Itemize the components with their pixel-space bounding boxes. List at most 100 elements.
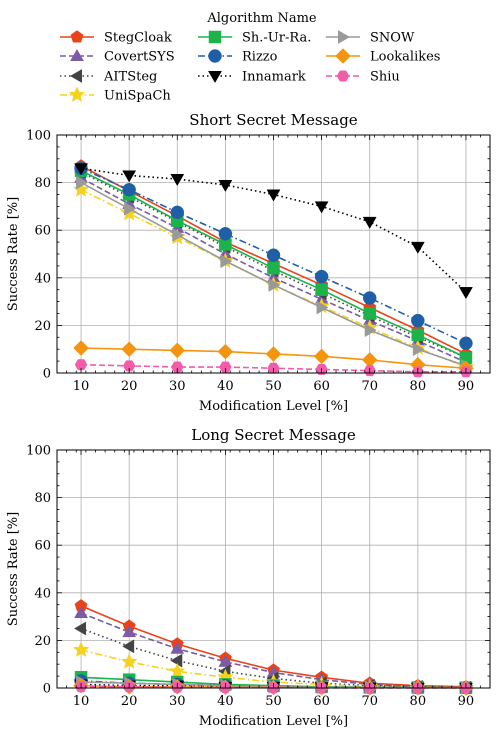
point-snow-10	[76, 175, 89, 190]
x-tick-label: 50	[265, 379, 282, 394]
point-aitsteg-30	[170, 653, 183, 668]
point-lookalikes-40	[217, 343, 234, 360]
y-tick-label: 60	[34, 539, 51, 554]
y-tick-label: 40	[34, 271, 51, 286]
legend-marker-rizzo	[208, 49, 222, 63]
legend-marker-unispach	[68, 86, 86, 102]
point-lookalikes-30	[169, 342, 186, 359]
point-lookalikes-60	[313, 348, 330, 365]
point-unispach-10	[72, 641, 90, 657]
legend-item-stegcloak: StegCloak	[60, 30, 172, 46]
y-tick-label: 0	[43, 367, 51, 382]
series-line-rizzo	[80, 167, 467, 344]
y-tick-label: 100	[26, 444, 51, 459]
point-aitsteg-10	[74, 621, 87, 636]
legend-marker-innamark	[208, 71, 222, 83]
x-tick-label: 60	[313, 694, 330, 709]
point-innamark-30	[170, 174, 185, 187]
chart-short-secret-message: Short Secret Message 10 20 30 40 50 60 70 80 90 0 2…	[6, 111, 491, 414]
point-covertsys-40	[218, 654, 233, 667]
x-tick-label: 90	[458, 694, 475, 709]
series-innamark	[74, 163, 473, 300]
x-axis-label: Modification Level [%]	[199, 399, 348, 414]
point-unispach-20	[120, 653, 138, 669]
point-sh-ur-ra-60	[315, 283, 328, 296]
point-sh-ur-ra-70	[363, 307, 376, 320]
point-unispach-10	[72, 181, 90, 197]
point-shiu-40	[219, 361, 232, 373]
point-covertsys-20	[122, 625, 137, 638]
point-snow-70	[364, 323, 377, 338]
legend-marker-aitsteg	[70, 69, 82, 83]
x-tick-label: 10	[73, 694, 90, 709]
y-tick-label: 40	[34, 586, 51, 601]
x-tick-label: 80	[410, 379, 427, 394]
legend-title: Algorithm Name	[206, 11, 317, 26]
y-axis-label: Success Rate [%]	[6, 197, 21, 311]
point-innamark-10	[74, 163, 88, 176]
point-rizzo-30	[170, 205, 185, 220]
x-tick-label: 70	[361, 379, 378, 394]
legend-item-lookalikes: Lookalikes	[326, 48, 440, 65]
x-tick-label: 30	[169, 694, 186, 709]
point-covertsys-10	[74, 606, 88, 619]
series-lookalikes	[73, 340, 474, 377]
x-tick-label: 60	[313, 379, 330, 394]
point-innamark-80	[410, 241, 425, 254]
series-line-unispach	[80, 189, 467, 368]
x-axis-label: Modification Level [%]	[199, 714, 348, 729]
ticks	[56, 134, 491, 374]
point-rizzo-50	[266, 248, 281, 262]
point-snow-60	[316, 300, 329, 315]
legend-item-rizzo: Rizzo	[198, 49, 278, 65]
chart-title: Short Secret Message	[189, 111, 358, 129]
legend-label-stegcloak: StegCloak	[104, 31, 172, 46]
point-snow-50	[268, 278, 281, 292]
y-tick-label: 60	[34, 224, 51, 239]
chart-title: Long Secret Message	[191, 426, 356, 444]
y-tick-label: 0	[43, 682, 51, 697]
legend-item-covertsys: CovertSYS	[60, 49, 175, 65]
point-rizzo-90	[459, 336, 473, 350]
legend-label-snow: SNOW	[370, 31, 415, 46]
legend-label-lookalikes: Lookalikes	[370, 50, 440, 65]
legend-item-unispach: UniSpaCh	[60, 86, 171, 104]
x-tick-label: 20	[121, 379, 138, 394]
point-innamark-60	[314, 201, 329, 214]
point-lookalikes-50	[265, 346, 282, 362]
legend-label-innamark: Innamark	[242, 70, 306, 85]
legend-label-aitsteg: AITSteg	[103, 70, 157, 85]
y-tick-label: 100	[26, 129, 51, 144]
point-snow-40	[220, 254, 233, 269]
legend-marker-lookalikes	[335, 48, 351, 64]
point-lookalikes-70	[361, 352, 378, 368]
point-innamark-50	[266, 189, 281, 202]
y-tick-label: 80	[34, 491, 51, 506]
point-snow-80	[412, 342, 425, 357]
point-innamark-40	[218, 179, 233, 192]
y-tick-label: 20	[34, 319, 51, 334]
legend-label-covertsys: CovertSYS	[104, 50, 175, 65]
legend-item-aitsteg: AITSteg	[60, 69, 157, 85]
legend-marker-shiu	[336, 70, 350, 82]
point-shiu-30	[170, 361, 184, 373]
legend-label-shiu: Shiu	[370, 70, 400, 85]
y-tick-label: 80	[34, 176, 51, 191]
point-rizzo-20	[122, 182, 136, 197]
point-sh-ur-ra-80	[411, 328, 425, 342]
y-tick-label: 20	[34, 634, 51, 649]
legend-marker-covertsys	[70, 49, 84, 61]
x-tick-label: 30	[169, 379, 186, 394]
point-rizzo-40	[218, 227, 233, 241]
point-rizzo-60	[314, 269, 329, 284]
legend-label-sh-ur-ra: Sh.-Ur-Ra.	[242, 31, 311, 46]
x-tick-label: 70	[361, 694, 378, 709]
point-lookalikes-20	[121, 341, 138, 358]
point-unispach-30	[169, 662, 186, 679]
point-aitsteg-20	[122, 639, 135, 654]
legend-item-snow: SNOW	[326, 30, 415, 46]
legend-marker-stegcloak	[70, 30, 84, 43]
point-innamark-90	[459, 287, 473, 300]
point-lookalikes-10	[73, 340, 89, 356]
